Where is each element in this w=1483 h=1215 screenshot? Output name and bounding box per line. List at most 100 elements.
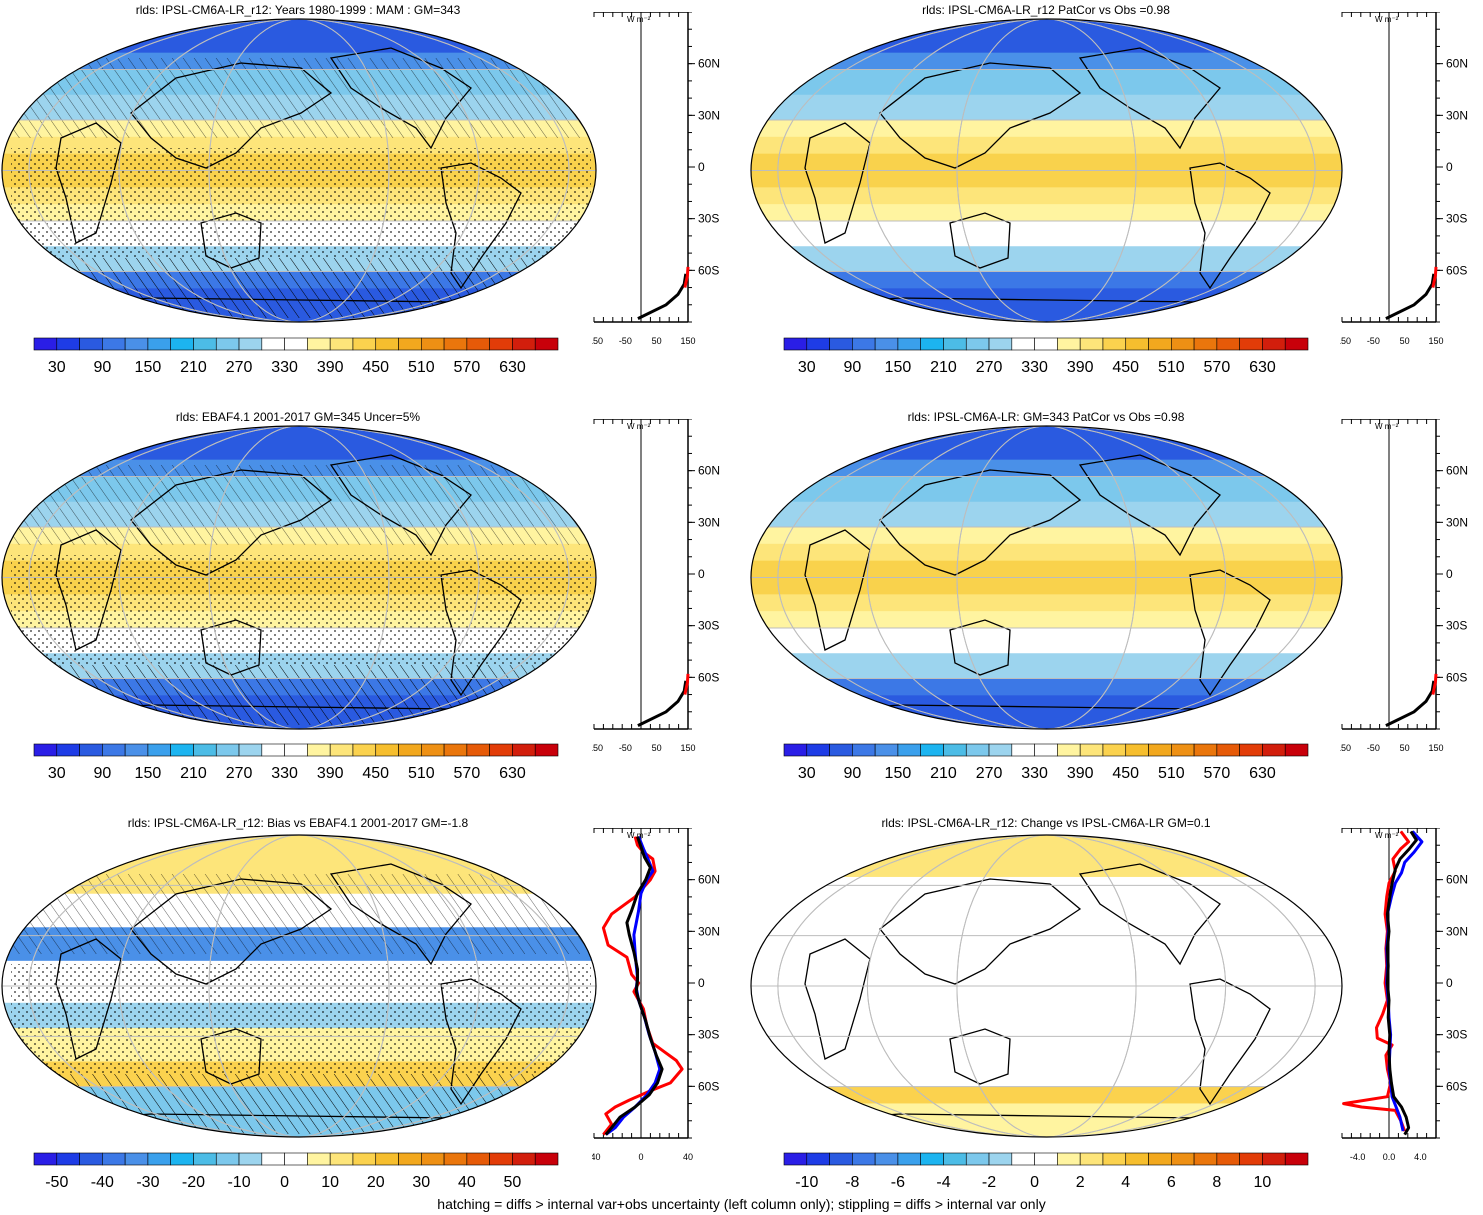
colorbar-label: 270 [226,765,253,782]
graticule [866,19,1227,322]
lat-label: 30S [1446,212,1467,226]
lat-band [751,187,1342,197]
lat-band [751,468,1342,477]
lat-band [751,178,1342,188]
graticule [956,19,1137,322]
colorbar-swatch [124,337,149,351]
zonal-tick-label: 50 [652,743,662,753]
colorbar-swatch [1057,1152,1081,1166]
lat-label: 60N [1446,873,1468,887]
lat-label: 0 [1446,976,1453,990]
lat-band [751,195,1342,205]
lat-band [751,279,1342,289]
colorbar-swatch [307,337,331,351]
lat-band [751,451,1342,461]
lat-label: 30N [698,515,720,529]
colorbar-swatch [443,1152,468,1166]
colorbar-swatch [1171,337,1195,351]
colorbar-swatch [79,1152,103,1166]
lat-band [751,1036,1342,1046]
map-panel [1,425,597,730]
colorbar-swatch [124,743,149,757]
lat-band [751,128,1342,138]
colorbar-swatch [534,743,559,757]
colorbar-label: 150 [135,765,162,782]
lat-band [751,577,1342,587]
colorbar-label: 270 [976,765,1003,782]
colorbar-label: 510 [408,765,435,782]
colorbar-swatch [1034,337,1058,351]
zonal-tick-label: 150 [680,743,695,753]
colorbar-swatch [489,743,513,757]
colorbar-swatch [193,1152,217,1166]
colorbar-swatch [261,743,285,757]
lat-band [751,162,1342,171]
zonal-mean-plot: W m⁻² 60N 30N 0 30S 60S -150 -50 50 150 [592,12,720,346]
lat-band [2,136,596,146]
colorbar-swatch [783,1152,808,1166]
colorbar-label: 390 [1067,765,1094,782]
map-panel [750,18,1343,323]
lat-band [751,246,1342,256]
colorbar-label: 50 [504,1174,522,1191]
lat-label: 60S [698,263,719,277]
graticule [777,19,1316,322]
map-border [750,834,1343,1138]
colorbar-label: 0 [280,1174,289,1191]
lat-band [751,885,1342,895]
colorbar-label: 30 [48,359,66,376]
colorbar-swatch [33,337,58,351]
colorbar-label: 450 [362,765,389,782]
lat-band [751,611,1342,621]
coastline [1078,47,1221,150]
lat-label: 30N [698,924,720,938]
colorbar-swatch [988,743,1013,757]
colorbar-swatch [1079,743,1104,757]
lat-band [751,77,1342,87]
colorbar-swatch [375,337,399,351]
zonal-tick-label: 150 [1428,336,1443,346]
colorbar-swatch [897,337,921,351]
colorbar-swatch [489,1152,513,1166]
graticule [208,426,390,729]
colorbar-label: 390 [1067,359,1094,376]
colorbar-swatch [79,337,103,351]
colorbar-swatch [988,1152,1013,1166]
zonal-unit: W m⁻² [1375,422,1399,431]
colorbar-swatch [783,337,808,351]
colorbar-swatch [238,1152,263,1166]
lat-band [751,670,1342,679]
zonal-mean-plot: W m⁻² 60N 30N 0 30S 60S -150 -50 50 150 [1340,12,1468,346]
lat-band [751,594,1342,604]
lat-band [751,686,1342,696]
panel-title: rlds: IPSL-CM6A-LR_r12: Bias vs EBAF4.1 … [127,816,469,830]
graticule [866,835,1227,1137]
graticule [28,835,570,1137]
colorbar-label: -4 [936,1174,950,1191]
lat-band [751,296,1342,306]
colorbar-swatch [170,1152,194,1166]
colorbar-swatch [1171,1152,1195,1166]
colorbar-swatch [147,743,171,757]
colorbar-swatch [1034,1152,1058,1166]
colorbar-label: 570 [454,765,481,782]
map-border [1,425,597,730]
colorbar-swatch [466,337,490,351]
lat-band [751,518,1342,528]
lat-label: 0 [698,567,705,581]
colorbar-swatch [33,1152,58,1166]
colorbar: -10 -8 -6 -4 -2 0 2 4 6 8 10 [783,1152,1309,1191]
lat-band [751,952,1342,962]
coastline [804,529,871,651]
zonal-tick-label: 0.0 [1383,1152,1396,1162]
colorbar-swatch [238,337,263,351]
colorbar-swatch [943,743,967,757]
zonal-tick-label: -50 [619,336,632,346]
stipple-overlay [11,148,591,258]
colorbar-swatch [1102,743,1127,757]
lat-band [751,1011,1342,1021]
colorbar-swatch [943,337,967,351]
lat-band [2,835,596,844]
lat-band [751,44,1342,54]
colorbar-swatch [421,743,445,757]
